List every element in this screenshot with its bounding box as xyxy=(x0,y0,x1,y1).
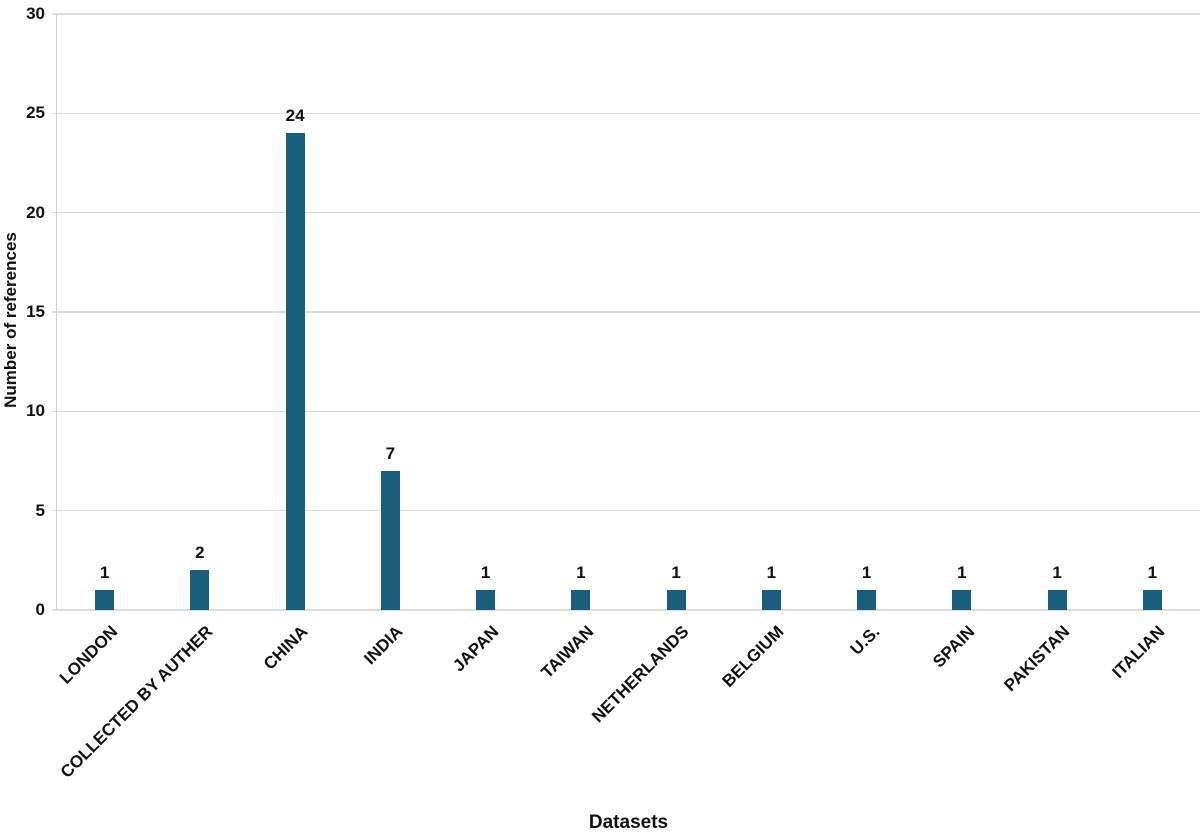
gridline xyxy=(52,311,1200,313)
y-tick-label: 20 xyxy=(26,202,45,222)
x-category-label-text: JAPAN xyxy=(448,622,503,676)
x-category-label-text: ITALIAN xyxy=(1108,622,1169,682)
bar-value-label: 1 xyxy=(957,563,967,583)
bar-value-label: 1 xyxy=(861,563,872,583)
x-category-label-text: COLLECTED BY AUTHER xyxy=(56,622,217,782)
bar-value-label: 1 xyxy=(99,563,110,583)
bar-value-label: 2 xyxy=(195,543,205,563)
y-tick-label: 15 xyxy=(26,302,45,321)
y-tick-label: 0 xyxy=(35,600,45,619)
bar xyxy=(1047,590,1067,610)
y-tick-label: 30 xyxy=(26,4,45,23)
bar-value-label: 1 xyxy=(766,563,777,583)
x-category-label-text: LONDON xyxy=(55,622,122,688)
bar-value-label: 1 xyxy=(576,563,586,583)
x-category-label-text: CHINA xyxy=(260,622,312,674)
x-category-label-text: PAKISTAN xyxy=(1000,622,1074,696)
bar xyxy=(190,570,210,610)
x-category-label-text: SPAIN xyxy=(929,622,979,672)
x-category-label-text: U.S. xyxy=(846,622,884,659)
y-tick-label: 10 xyxy=(26,401,45,421)
bar-value-label: 1 xyxy=(480,563,491,583)
bar-value-label: 1 xyxy=(1052,563,1062,583)
gridline xyxy=(52,112,1200,115)
gridline xyxy=(52,410,1200,413)
bar xyxy=(571,590,591,610)
gridline xyxy=(52,211,1200,214)
bar-value-label: 1 xyxy=(671,563,681,583)
bar-value-label: 1 xyxy=(1147,563,1158,583)
y-tick-label: 5 xyxy=(35,500,45,520)
x-category-label-text: NETHERLANDS xyxy=(588,622,693,727)
y-axis-line xyxy=(55,14,57,610)
bar xyxy=(285,133,305,610)
bar xyxy=(952,590,972,610)
bar xyxy=(380,470,400,610)
bar xyxy=(761,590,781,610)
y-tick-label: 25 xyxy=(26,103,45,123)
bar xyxy=(1142,590,1162,610)
x-axis-title: Datasets xyxy=(588,812,669,833)
bar-value-label: 24 xyxy=(285,106,305,126)
x-category-label-text: INDIA xyxy=(360,622,407,669)
bar xyxy=(95,590,115,610)
gridline xyxy=(52,609,1200,611)
bar-value-label: 7 xyxy=(385,443,396,463)
gridline xyxy=(52,13,1200,15)
x-category-label-text: BELGIUM xyxy=(718,622,788,691)
gridline xyxy=(52,509,1200,512)
bar xyxy=(476,590,496,610)
x-category-label-text: TAIWAN xyxy=(537,622,598,682)
bar xyxy=(666,590,686,610)
bar xyxy=(857,590,877,610)
